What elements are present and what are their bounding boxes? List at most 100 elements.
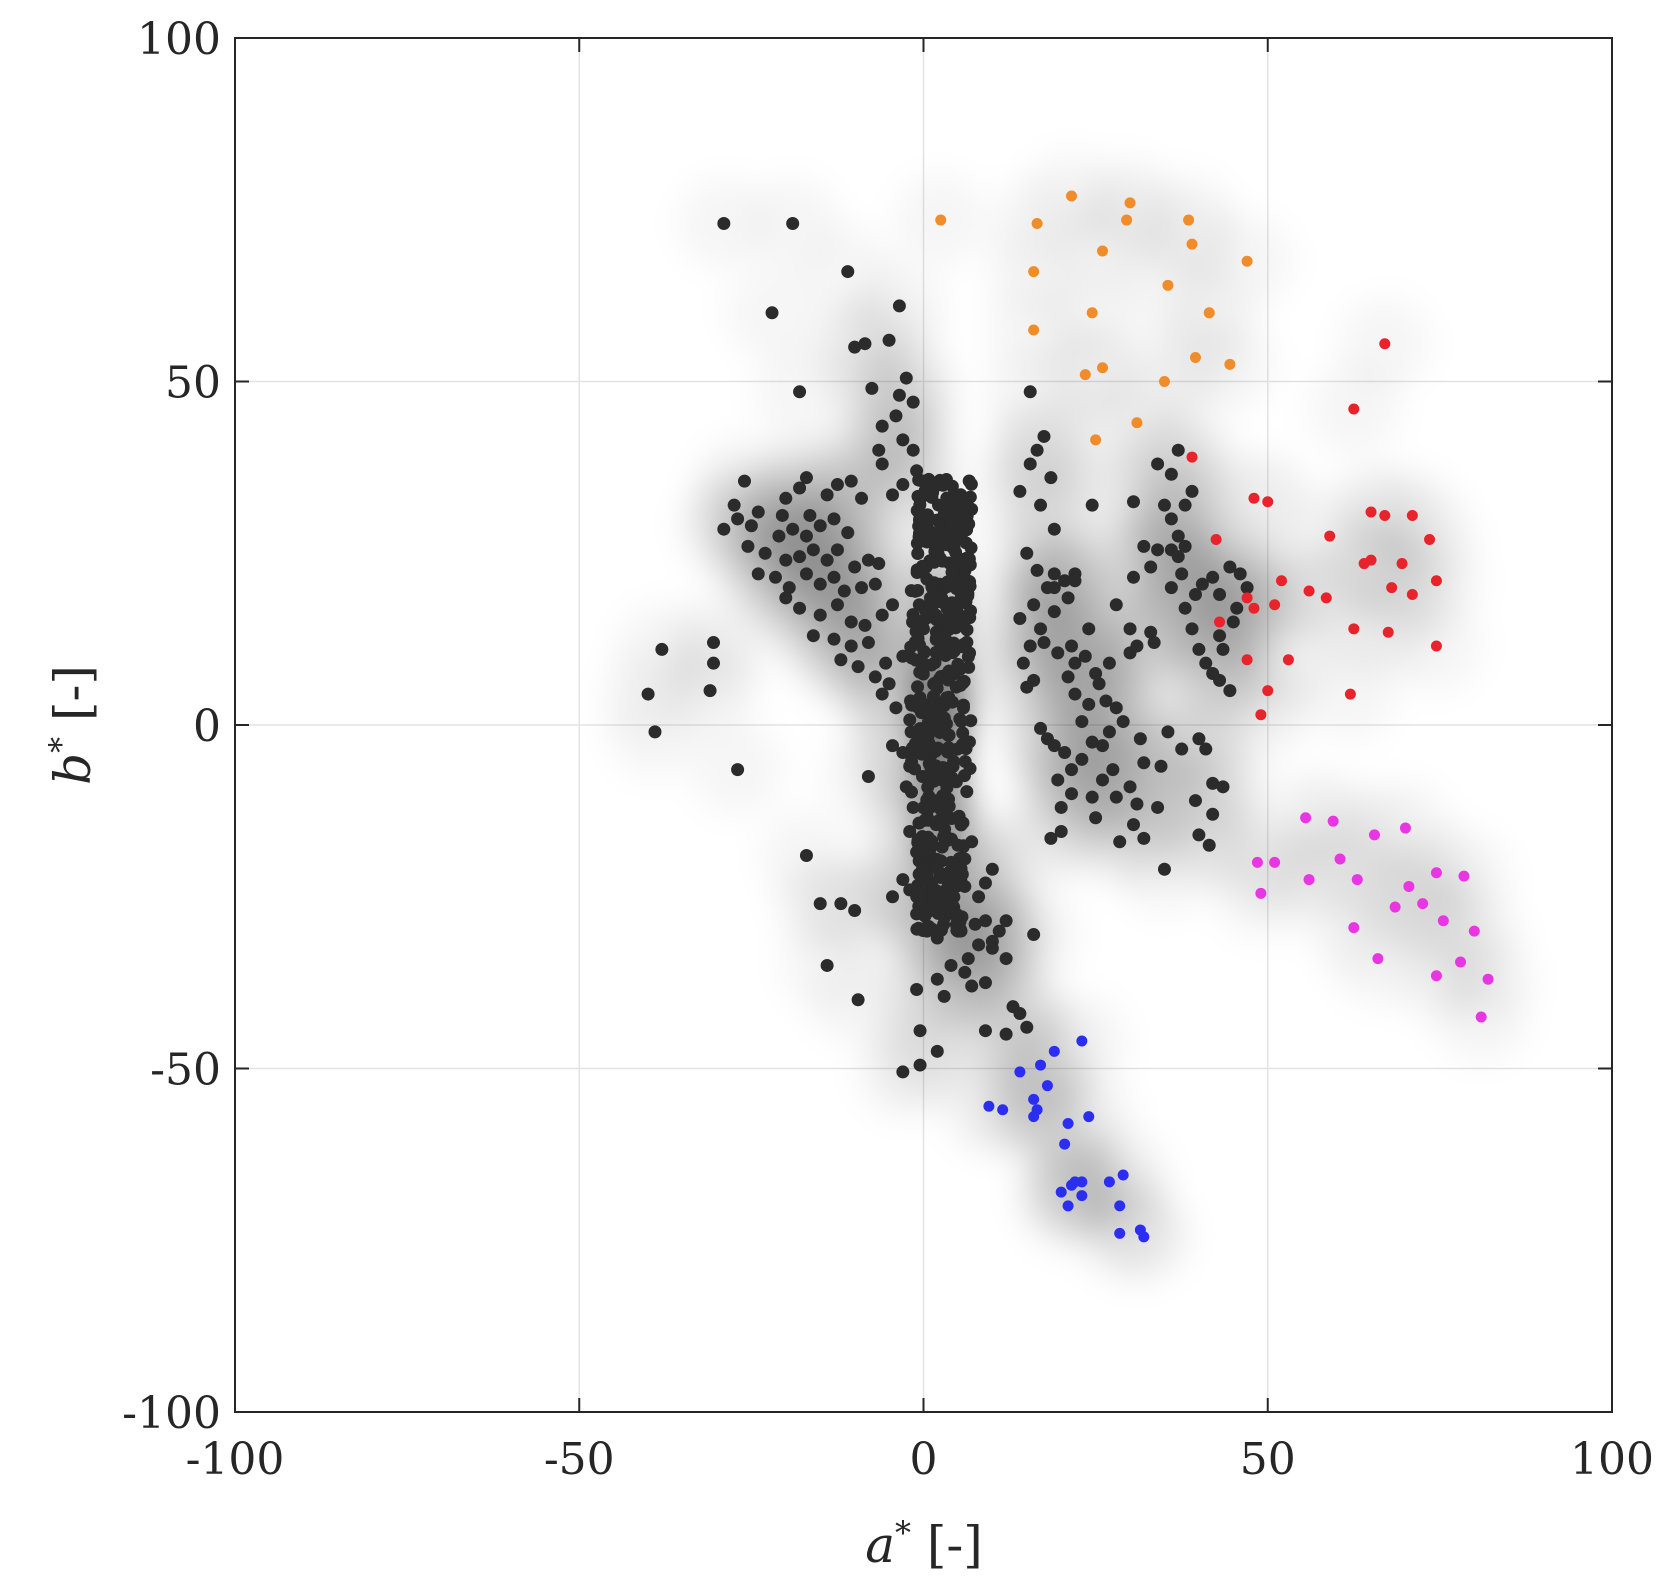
scatter-point — [1386, 582, 1398, 594]
scatter-point — [1083, 1111, 1095, 1123]
scatter-point — [1131, 417, 1143, 429]
scatter-point — [844, 615, 858, 629]
scatter-point — [1014, 1066, 1026, 1078]
scatter-point-core — [927, 702, 941, 716]
scatter-point — [1013, 1007, 1027, 1021]
scatter-point — [1213, 629, 1227, 643]
scatter-point — [1047, 522, 1061, 536]
scatter-point-core — [908, 635, 922, 649]
scatter-point — [1048, 1045, 1060, 1057]
scatter-point — [1188, 794, 1202, 808]
scatter-point — [1040, 581, 1054, 595]
scatter-point — [1269, 599, 1281, 611]
scatter-point — [758, 546, 772, 560]
scatter-point — [782, 581, 796, 595]
scatter-point-core — [929, 645, 943, 659]
scatter-point — [1185, 484, 1199, 498]
scatter-point — [1089, 811, 1103, 825]
scatter-point-core — [906, 741, 920, 755]
scatter-point — [1013, 612, 1027, 626]
scatter-point — [872, 557, 886, 571]
scatter-point-core — [954, 866, 968, 880]
scatter-point — [1300, 812, 1312, 824]
scatter-point-core — [935, 765, 949, 779]
scatter-point — [855, 491, 869, 505]
scatter-point — [793, 601, 807, 615]
scatter-point-core — [964, 477, 978, 491]
scatter-point — [1188, 587, 1202, 601]
scatter-point — [793, 481, 807, 495]
scatter-point — [858, 618, 872, 632]
scatter-point — [1126, 495, 1140, 509]
scatter-point — [806, 629, 820, 643]
scatter-point — [1051, 646, 1065, 660]
scatter-point — [1403, 880, 1415, 892]
scatter-point — [906, 395, 920, 409]
scatter-point — [1417, 898, 1429, 910]
scatter-point-core — [964, 714, 978, 728]
scatter-point — [1175, 742, 1189, 756]
scatter-point — [648, 725, 662, 739]
scatter-point — [875, 608, 889, 622]
scatter-point — [958, 852, 972, 866]
scatter-point — [958, 879, 972, 893]
scatter-point — [1027, 928, 1041, 942]
scatter-point-core — [918, 660, 932, 674]
scatter-point — [1164, 467, 1178, 481]
scatter-point-core — [960, 509, 974, 523]
scatter-point — [1348, 403, 1360, 415]
scatter-point-core — [934, 633, 948, 647]
scatter-point — [1262, 685, 1274, 697]
scatter-point-core — [908, 584, 922, 598]
scatter-point — [1123, 780, 1137, 794]
scatter-point — [886, 488, 900, 502]
scatter-point — [1241, 592, 1253, 604]
scatter-point — [1020, 1020, 1034, 1034]
scatter-point — [1062, 1117, 1074, 1129]
scatter-point — [1102, 656, 1116, 670]
scatter-point-core — [949, 545, 963, 559]
scatter-point-core — [956, 676, 970, 690]
scatter-point — [1192, 642, 1206, 656]
scatter-point — [1189, 351, 1201, 363]
scatter-point — [830, 543, 844, 557]
scatter-point — [868, 577, 882, 591]
y-tick-label: 0 — [193, 701, 221, 752]
scatter-point — [875, 419, 889, 433]
scatter-point — [1199, 656, 1213, 670]
scatter-point — [1020, 680, 1034, 694]
scatter-point — [1096, 739, 1110, 753]
scatter-point — [851, 660, 865, 674]
scatter-point — [1216, 642, 1230, 656]
scatter-point — [1096, 773, 1110, 787]
scatter-point — [1047, 605, 1061, 619]
scatter-point — [1430, 970, 1442, 982]
scatter-point — [899, 780, 913, 794]
scatter-point — [1151, 800, 1165, 814]
scatter-point — [930, 1044, 944, 1058]
scatter-point — [872, 443, 886, 457]
scatter-point — [655, 642, 669, 656]
scatter-point — [1123, 622, 1137, 636]
scatter-point — [707, 636, 721, 650]
scatter-point — [1154, 759, 1168, 773]
scatter-point-core — [923, 758, 937, 772]
scatter-point — [899, 371, 913, 385]
scatter-point — [1183, 214, 1195, 226]
scatter-point — [1126, 570, 1140, 584]
y-axis-label: b* [-] — [42, 665, 102, 785]
scatter-point — [1034, 498, 1048, 512]
scatter-point — [1065, 763, 1079, 777]
y-tick-label: 100 — [137, 14, 221, 65]
scatter-point — [1076, 1190, 1088, 1202]
y-tick-label: 50 — [165, 358, 221, 409]
scatter-point — [1040, 732, 1054, 746]
y-tick-label: -100 — [122, 1388, 221, 1439]
scatter-point — [978, 914, 992, 928]
scatter-point-core — [923, 842, 937, 856]
scatter-point — [727, 498, 741, 512]
scatter-point — [983, 1100, 995, 1112]
scatter-point — [1192, 828, 1206, 842]
scatter-point — [1157, 862, 1171, 876]
